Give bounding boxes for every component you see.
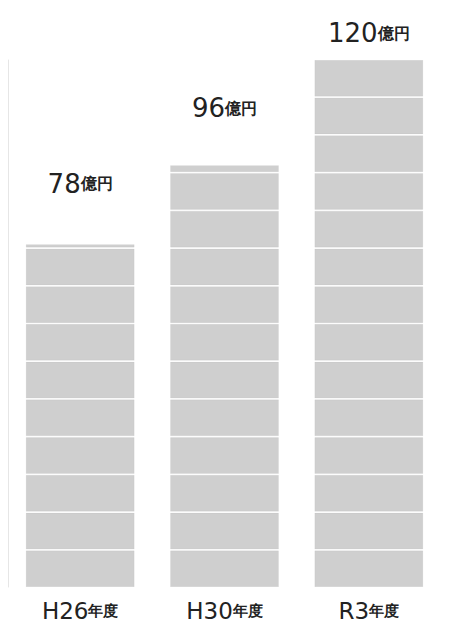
svg-text:H26: H26 [42,598,89,624]
svg-text:78: 78 [48,169,81,199]
svg-text:96: 96 [192,93,225,123]
svg-text:年度: 年度 [368,602,399,620]
svg-text:年度: 年度 [232,602,263,620]
svg-text:億円: 億円 [377,24,410,43]
svg-text:億円: 億円 [80,174,113,193]
svg-text:H30: H30 [186,598,233,624]
svg-text:120: 120 [328,18,378,48]
svg-text:年度: 年度 [87,602,118,620]
svg-text:R3: R3 [339,598,370,624]
svg-text:億円: 億円 [224,99,257,118]
